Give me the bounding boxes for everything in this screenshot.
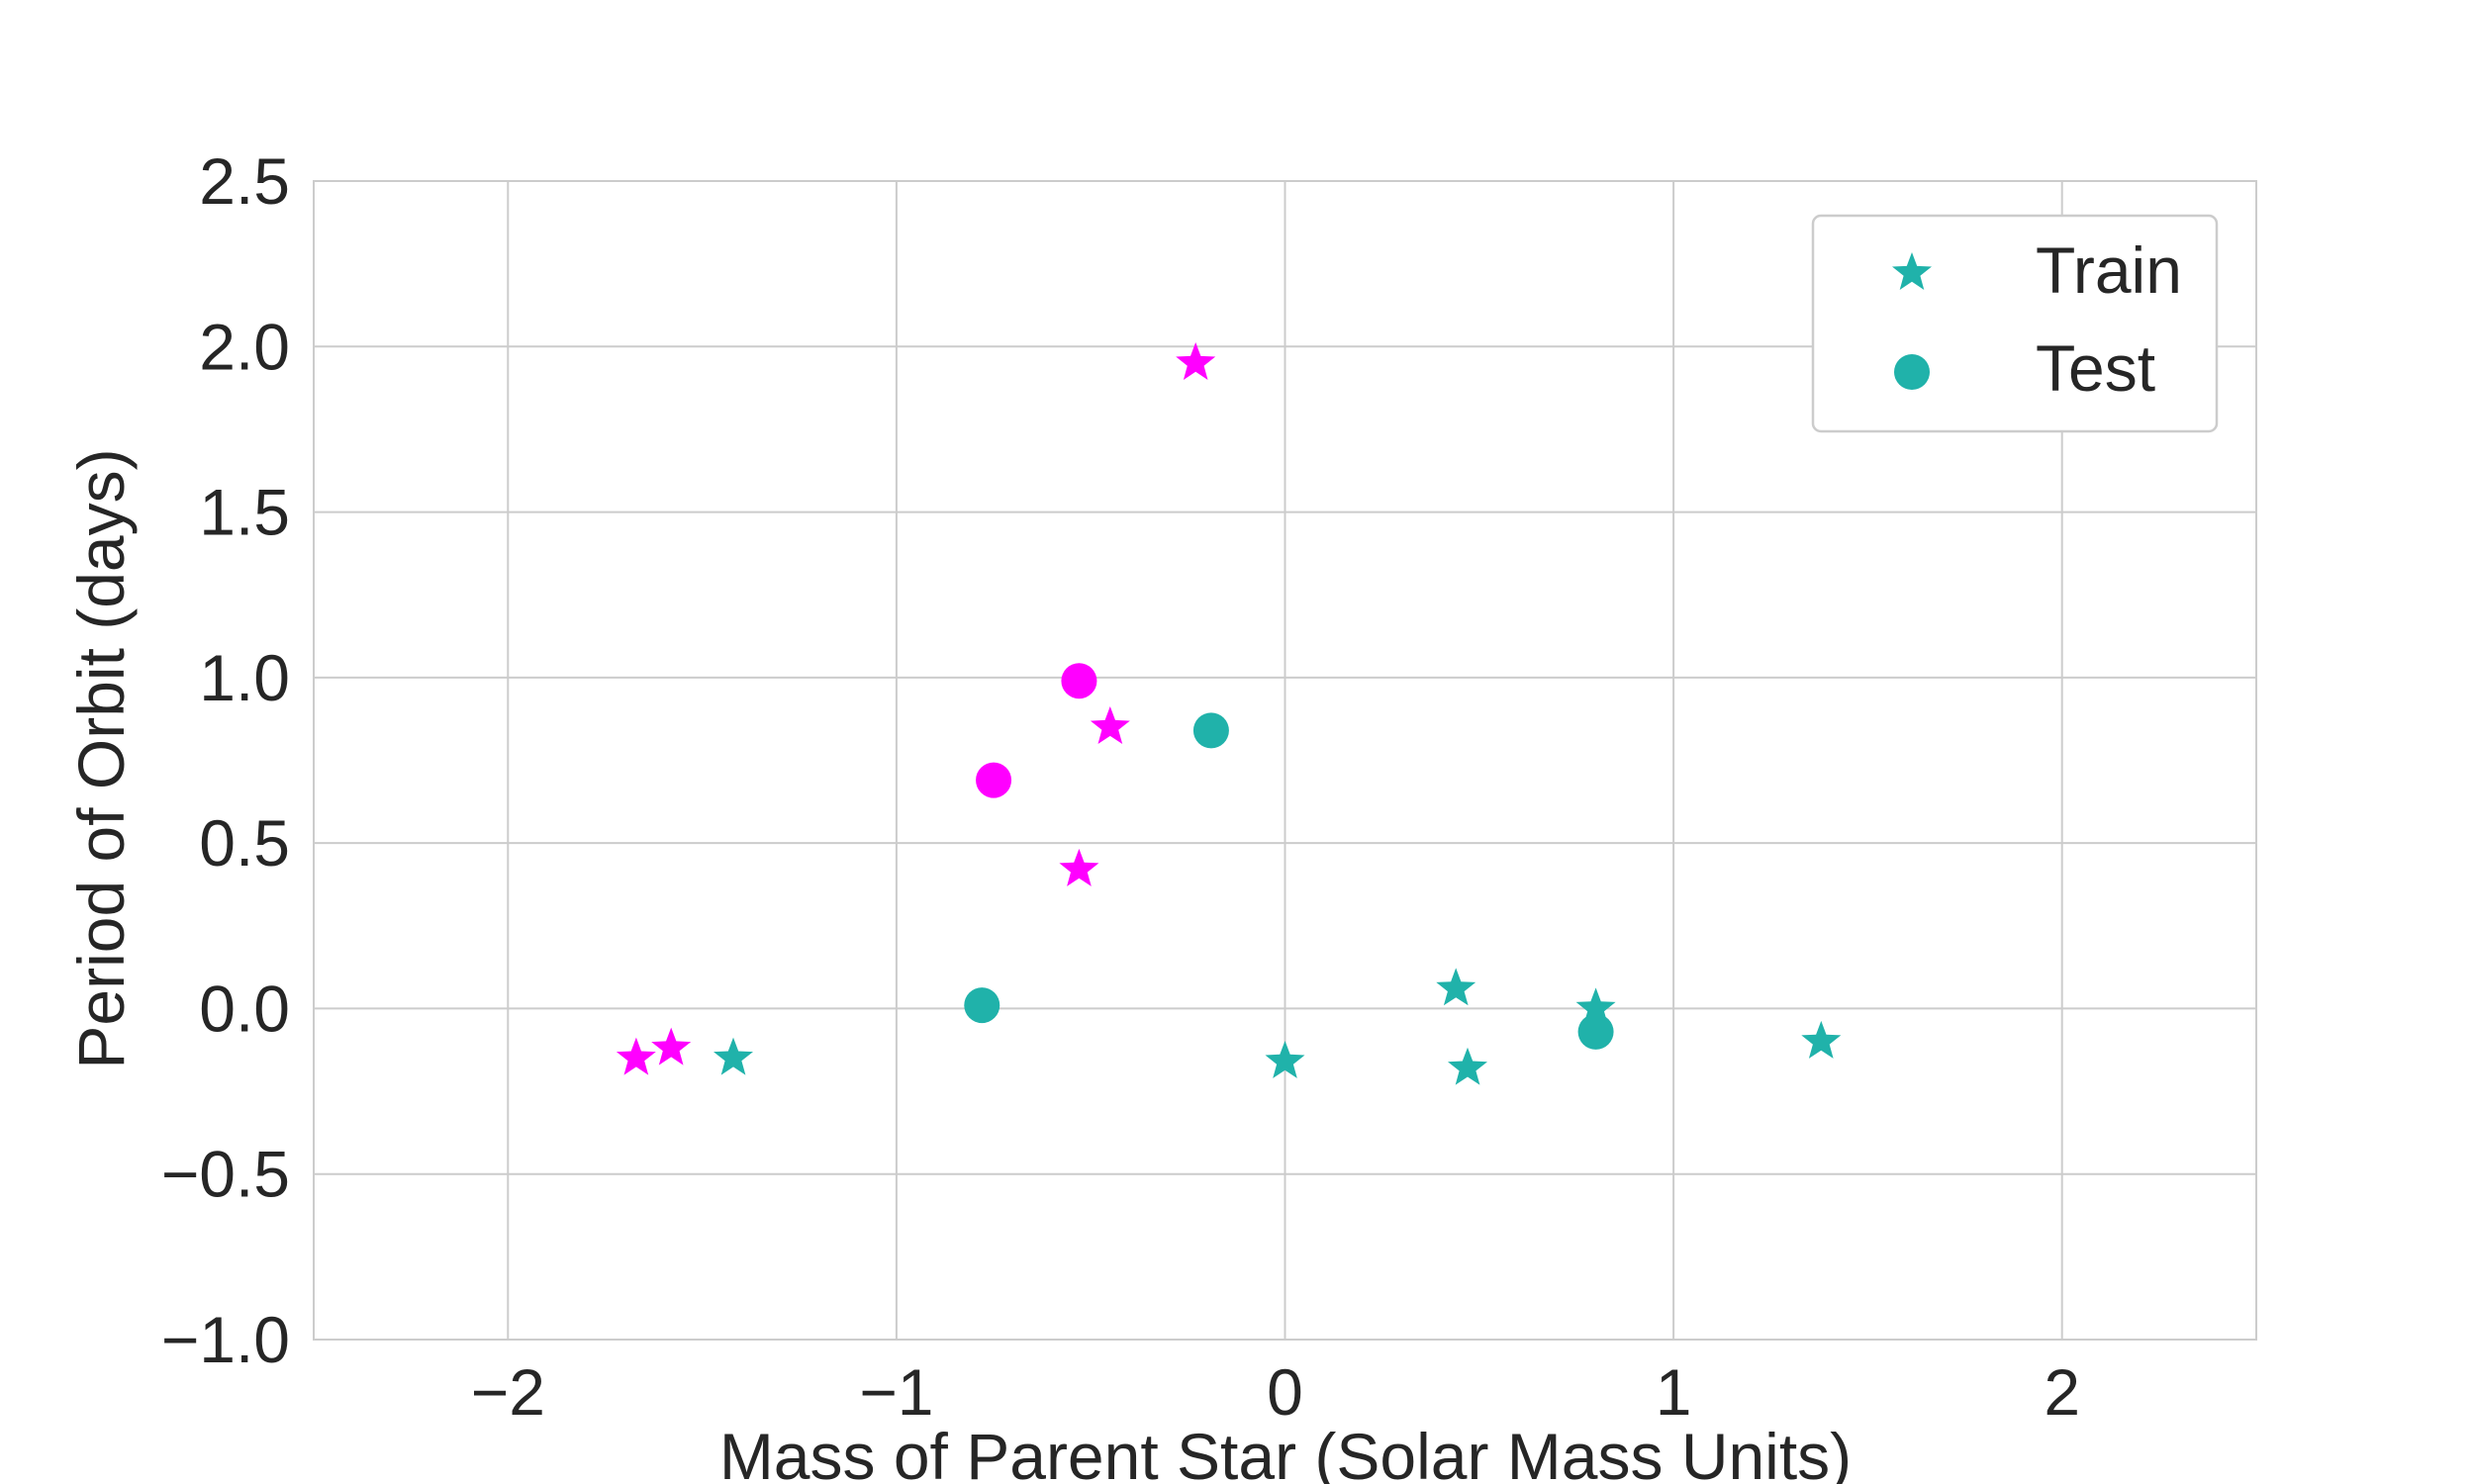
test-circle-point xyxy=(1192,712,1229,749)
train-star-point xyxy=(651,1027,692,1066)
data-points xyxy=(616,342,1842,1085)
train-star-point xyxy=(1801,1020,1842,1059)
y-axis-title: Period of Orbit (days) xyxy=(64,448,138,1068)
x-axis-title: Mass of Parent Star (Solar Mass Units) xyxy=(719,1420,1852,1484)
plot-frame xyxy=(313,180,2257,1341)
y-tick-label: 1.5 xyxy=(199,476,290,549)
legend-circle-icon xyxy=(1894,354,1930,390)
legend-label-test: Test xyxy=(2036,331,2155,405)
x-tick-label: 2 xyxy=(2044,1355,2080,1429)
x-tick-label: 0 xyxy=(1267,1355,1303,1429)
legend-star-marker xyxy=(1892,252,1932,290)
y-tick-label: 0.5 xyxy=(199,806,290,880)
x-tick-label: 1 xyxy=(1656,1355,1692,1429)
train-star-point xyxy=(1176,342,1216,380)
train-star-point xyxy=(1265,1041,1305,1078)
train-star-point xyxy=(1090,706,1130,744)
test-circle-point xyxy=(1577,1013,1614,1050)
x-tick-label: −2 xyxy=(471,1355,545,1429)
test-circle-point xyxy=(964,987,1000,1024)
legend-star-icon xyxy=(1892,252,1932,290)
y-tick-label: 2.5 xyxy=(199,144,290,218)
legend-label-train: Train xyxy=(2036,233,2182,307)
x-tick-label: −1 xyxy=(859,1355,933,1429)
train-star-point xyxy=(714,1037,753,1075)
train-star-point xyxy=(1448,1047,1487,1085)
train-star-point xyxy=(616,1037,656,1075)
y-tick-label: −1.0 xyxy=(161,1303,290,1376)
legend-circle-marker xyxy=(1894,354,1930,390)
y-tick-label: 0.0 xyxy=(199,972,290,1045)
train-star-point xyxy=(1575,987,1616,1026)
test-circle-point xyxy=(976,762,1012,798)
legend: Train Test xyxy=(1811,214,2219,433)
y-tick-label: 2.0 xyxy=(199,310,290,383)
y-tick-label: −0.5 xyxy=(161,1138,290,1211)
y-tick-label: 1.0 xyxy=(199,641,290,714)
y-axis-ticks: −1.0 −0.5 0.0 0.5 1.0 1.5 2.0 2.5 xyxy=(161,144,290,1376)
x-axis-ticks: −2 −1 0 1 2 xyxy=(471,1355,2080,1429)
train-star-point xyxy=(1436,968,1476,1006)
train-star-point xyxy=(1059,848,1099,886)
test-circle-point xyxy=(1061,663,1097,699)
